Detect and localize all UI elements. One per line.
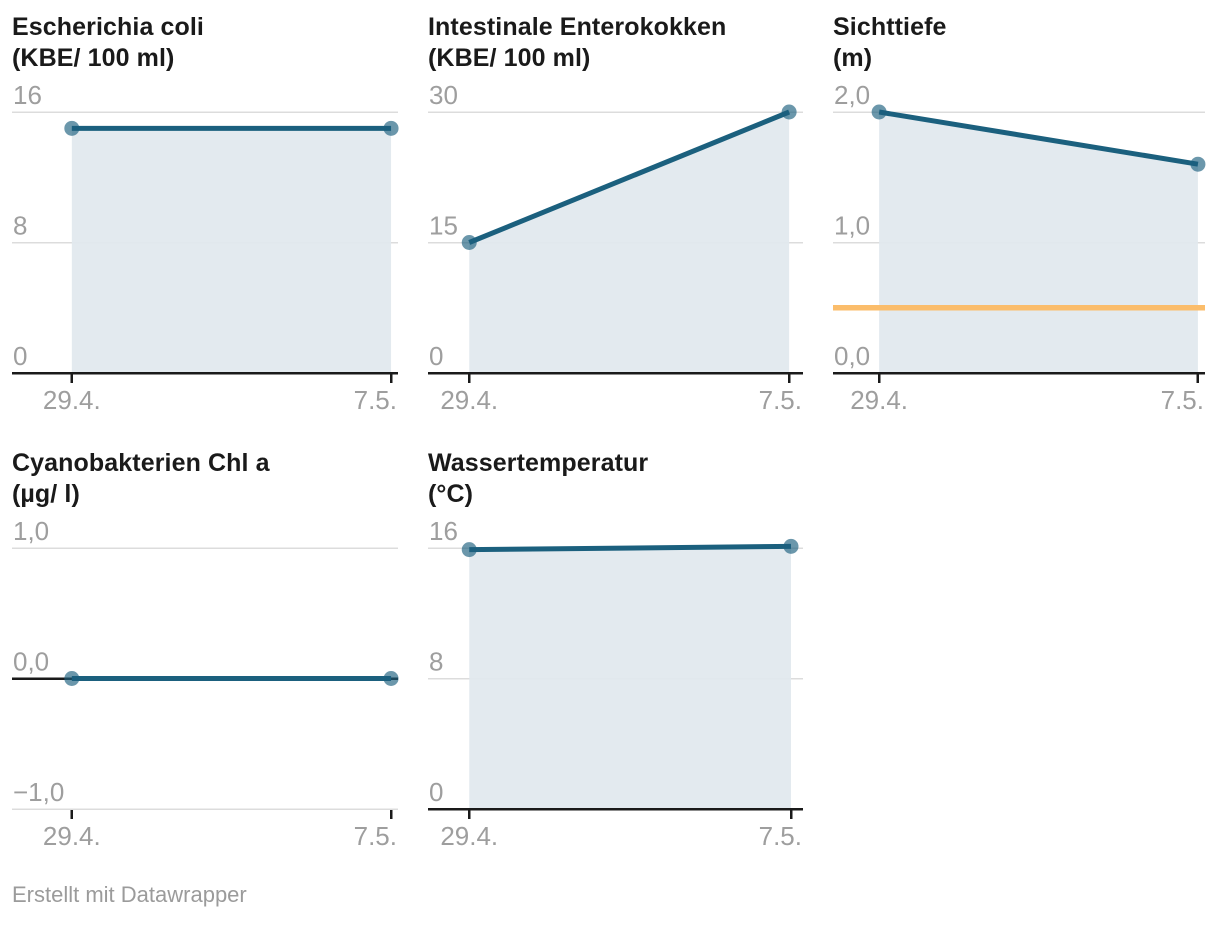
data-point: [383, 120, 399, 136]
chart-title-line1: Escherichia coli: [12, 13, 204, 41]
chart-title: Escherichia coli (KBE/ 100 ml): [12, 12, 398, 74]
chart-title-line1: Cyanobakterien Chl a: [12, 449, 270, 477]
y-tick-label: 0,0: [13, 647, 49, 677]
chart-intestinale-enterokokken: Intestinale Enterokokken (KBE/ 100 ml) 0 1…: [428, 12, 803, 418]
data-point: [1190, 156, 1206, 172]
chart-plot-wassertemperatur: 0 8 16 29.4. 7.5.: [428, 516, 803, 851]
y-tick-label: 2,0: [834, 80, 870, 110]
y-tick-label: −1,0: [13, 777, 64, 807]
y-tick-label: 16: [13, 80, 42, 110]
chart-title-line2: (°C): [428, 480, 474, 508]
chart-title-line2: (KBE/ 100 ml): [12, 44, 175, 72]
x-tick-label: 7.5.: [354, 821, 397, 851]
area-fill: [71, 128, 392, 373]
page: Escherichia coli (KBE/ 100 ml) 0 8 16 29.4. 7…: [12, 12, 1208, 908]
data-point: [783, 538, 799, 554]
y-tick-label: 8: [429, 647, 443, 677]
charts-grid: Escherichia coli (KBE/ 100 ml) 0 8 16 29.4. 7…: [12, 12, 1208, 854]
x-tick-label: 7.5.: [354, 385, 397, 415]
chart-escherichia-coli: Escherichia coli (KBE/ 100 ml) 0 8 16 29.4. 7…: [12, 12, 399, 418]
attribution-text: Erstellt mit Datawrapper: [12, 882, 247, 907]
y-tick-label: 8: [13, 211, 27, 241]
chart-title: Sichttiefe (m): [833, 12, 1205, 74]
x-tick-label: 7.5.: [1161, 385, 1204, 415]
y-tick-label: 0: [429, 777, 443, 807]
y-tick-label: 30: [429, 80, 458, 110]
area-fill: [469, 546, 791, 809]
data-point: [461, 235, 477, 250]
data-point: [461, 542, 477, 558]
chart-wassertemperatur: Wassertemperatur (°C) 0 8 16 29.4. 7.5.: [428, 448, 803, 854]
chart-title-line1: Wassertemperatur: [428, 449, 649, 477]
x-tick-label: 7.5.: [759, 821, 802, 851]
data-line: [468, 109, 791, 245]
chart-title-line2: (µg/ l): [12, 480, 80, 508]
chart-sichttiefe: Sichttiefe (m) 0,0 1,0 2,0 29.4. 7.5.: [833, 12, 1206, 418]
y-tick-label: 16: [429, 516, 458, 546]
chart-cyanobakterien: Cyanobakterien Chl a (µg/ l) −1,0 0,0 1,0 29…: [12, 448, 399, 854]
data-point: [781, 104, 797, 120]
y-tick-label: 15: [429, 211, 458, 241]
data-point: [64, 671, 80, 686]
chart-title-line1: Sichttiefe: [833, 13, 947, 41]
chart-plot-cyanobakterien: −1,0 0,0 1,0 29.4. 7.5.: [12, 516, 399, 851]
area-fill: [469, 112, 790, 373]
chart-title-line2: (m): [833, 44, 873, 72]
y-tick-label: 1,0: [834, 211, 870, 241]
attribution: Erstellt mit Datawrapper: [12, 882, 1208, 908]
x-tick-label: 29.4.: [43, 821, 101, 851]
y-tick-label: 0: [13, 341, 27, 371]
chart-title: Intestinale Enterokokken (KBE/ 100 ml): [428, 12, 803, 74]
data-line: [469, 543, 792, 553]
chart-title-line2: (KBE/ 100 ml): [428, 44, 591, 72]
y-tick-label: 0: [429, 341, 443, 371]
x-tick-label: 29.4.: [440, 821, 498, 851]
data-point: [383, 671, 399, 686]
y-tick-label: 0,0: [834, 341, 870, 371]
chart-plot-intestinale-enterokokken: 0 15 30 29.4. 7.5.: [428, 80, 803, 415]
chart-title: Cyanobakterien Chl a (µg/ l): [12, 448, 398, 510]
chart-title: Wassertemperatur (°C): [428, 448, 803, 510]
x-tick-label: 29.4.: [440, 385, 498, 415]
data-line: [878, 109, 1199, 167]
area-fill: [879, 112, 1198, 373]
chart-plot-escherichia-coli: 0 8 16 29.4. 7.5.: [12, 80, 399, 415]
data-point: [871, 104, 887, 120]
x-tick-label: 29.4.: [43, 385, 101, 415]
x-tick-label: 29.4.: [850, 385, 908, 415]
x-tick-label: 7.5.: [759, 385, 802, 415]
y-tick-label: 1,0: [13, 516, 49, 546]
chart-plot-sichttiefe: 0,0 1,0 2,0 29.4. 7.5.: [833, 80, 1206, 415]
chart-title-line1: Intestinale Enterokokken: [428, 13, 727, 41]
data-point: [64, 120, 80, 136]
